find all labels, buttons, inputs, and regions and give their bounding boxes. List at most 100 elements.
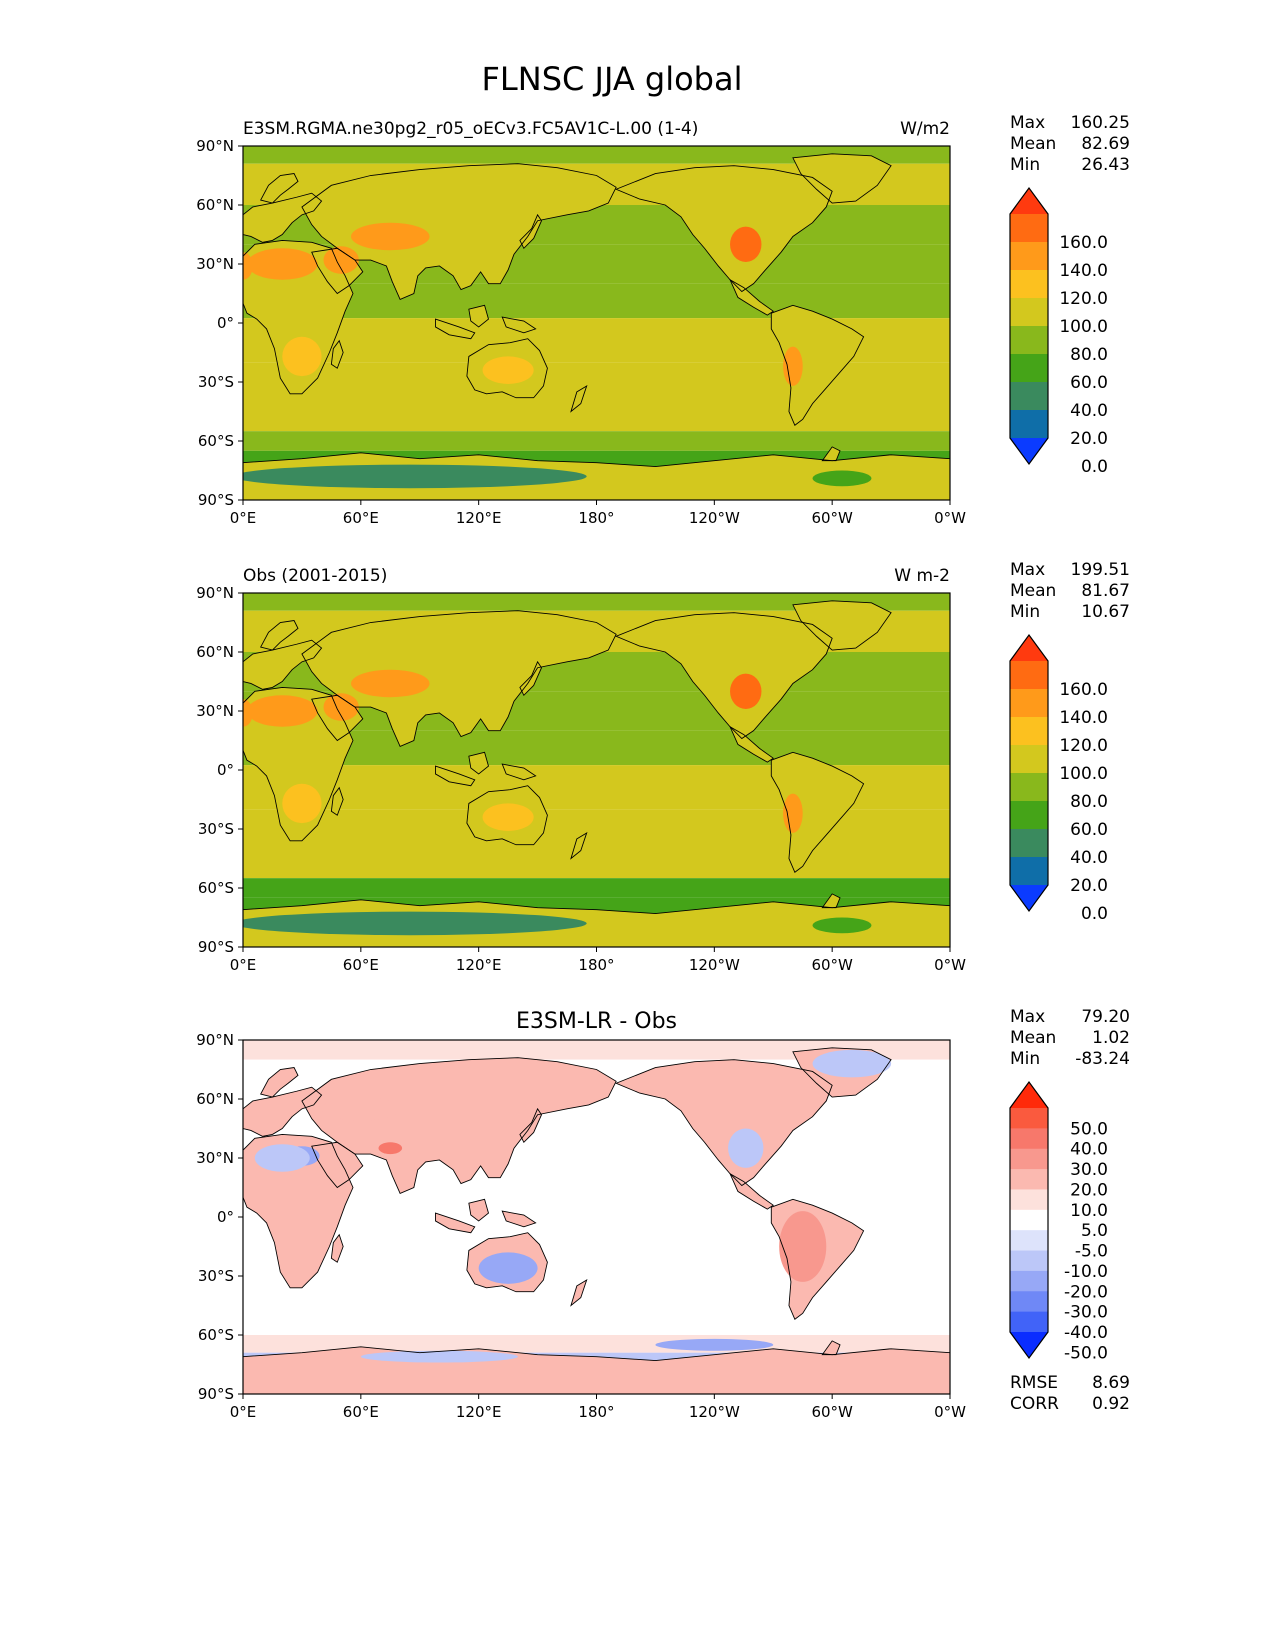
colorbar-tick-label: -30.0 bbox=[1064, 1303, 1108, 1323]
x-tick-label: 180° bbox=[578, 509, 614, 527]
colorbar-tick-label: 100.0 bbox=[1059, 764, 1108, 784]
colorbar-tick-label: 30.0 bbox=[1070, 1160, 1108, 1180]
y-tick-label: 0° bbox=[217, 761, 234, 779]
colorbar-tick-label: 120.0 bbox=[1059, 289, 1108, 309]
colorbar-tick-label: 140.0 bbox=[1059, 708, 1108, 728]
stat-label: Min bbox=[1010, 155, 1040, 175]
colorbar-tick-label: 80.0 bbox=[1070, 345, 1108, 365]
colorbar-tick-label: 20.0 bbox=[1070, 1180, 1108, 1200]
x-tick-label: 0°E bbox=[230, 1403, 257, 1421]
colorbar-tick-label: 40.0 bbox=[1070, 848, 1108, 868]
field-layer bbox=[243, 593, 950, 947]
panel-2: Obs (2001-2015) W m-2 90°N 60°N 30°N 0° 30°S 60… bbox=[196, 560, 1130, 974]
y-tick-label: 30°N bbox=[196, 255, 234, 273]
x-tick-label: 0°W bbox=[934, 1403, 966, 1421]
colorbar-tick-label: 20.0 bbox=[1070, 876, 1108, 896]
colorbar-tick-label: 160.0 bbox=[1059, 233, 1108, 253]
panel-3: E3SM-LR - Obs90°N60°N30°N0°30°S60°S90°S0… bbox=[196, 1007, 1130, 1421]
y-tick-label: 90°N bbox=[196, 1031, 234, 1049]
panel-1: E3SM.RGMA.ne30pg2_r05_oECv3.FC5AV1C-L.00… bbox=[196, 113, 1130, 527]
stat-value: 10.67 bbox=[1081, 602, 1130, 622]
x-tick-label: 120°E bbox=[456, 1403, 502, 1421]
stat-value: 199.51 bbox=[1071, 560, 1130, 580]
y-tick-label: 0° bbox=[217, 1208, 234, 1226]
colorbar-tick-label: 5.0 bbox=[1081, 1221, 1108, 1241]
colorbar-tick-label: -20.0 bbox=[1064, 1282, 1108, 1302]
colorbar: 160.0 140.0 120.0 100.0 80.0 60.0 40.0 20.0 0.0 bbox=[1009, 186, 1108, 477]
x-tick-label: 60°W bbox=[811, 1403, 853, 1421]
y-tick-label: 90°S bbox=[198, 1385, 234, 1403]
colorbar-tick-label: 60.0 bbox=[1070, 820, 1108, 840]
x-tick-label: 60°W bbox=[811, 956, 853, 974]
x-tick-label: 120°E bbox=[456, 509, 502, 527]
y-tick-label: 90°S bbox=[198, 938, 234, 956]
x-tick-label: 120°E bbox=[456, 956, 502, 974]
stat-value: 1.02 bbox=[1092, 1028, 1130, 1048]
panels: E3SM.RGMA.ne30pg2_r05_oECv3.FC5AV1C-L.00… bbox=[196, 113, 1130, 1421]
stat-label: Mean bbox=[1010, 1028, 1056, 1048]
x-tick-label: 60°E bbox=[343, 509, 379, 527]
stat-value: 82.69 bbox=[1081, 134, 1130, 154]
figure-title: FLNSC JJA global bbox=[482, 60, 743, 98]
y-tick-label: 90°S bbox=[198, 491, 234, 509]
y-tick-label: 90°N bbox=[196, 137, 234, 155]
y-tick-label: 30°S bbox=[198, 820, 234, 838]
x-tick-label: 60°E bbox=[343, 956, 379, 974]
colorbar-tick-label: 0.0 bbox=[1081, 904, 1108, 924]
x-tick-label: 180° bbox=[578, 956, 614, 974]
colorbar-tick-label: 60.0 bbox=[1070, 373, 1108, 393]
stat-label: Max bbox=[1010, 560, 1045, 580]
stat-label: Max bbox=[1010, 1007, 1045, 1027]
panel-center-title: E3SM-LR - Obs bbox=[516, 1009, 677, 1034]
x-tick-label: 60°W bbox=[811, 509, 853, 527]
x-tick-label: 0°W bbox=[934, 956, 966, 974]
colorbar-tick-label: 160.0 bbox=[1059, 680, 1108, 700]
colorbar-tick-label: 140.0 bbox=[1059, 261, 1108, 281]
colorbar-tick-label: 80.0 bbox=[1070, 792, 1108, 812]
colorbar-tick-label: 100.0 bbox=[1059, 317, 1108, 337]
stat-value: 0.92 bbox=[1092, 1394, 1130, 1414]
y-tick-label: 30°N bbox=[196, 702, 234, 720]
stat-value: 160.25 bbox=[1071, 113, 1130, 133]
colorbar-tick-label: 20.0 bbox=[1070, 429, 1108, 449]
colorbar-tick-label: -50.0 bbox=[1064, 1343, 1108, 1363]
colorbar-tick-label: 10.0 bbox=[1070, 1201, 1108, 1221]
y-tick-label: 30°S bbox=[198, 373, 234, 391]
map-area bbox=[243, 1040, 950, 1394]
y-tick-label: 60°N bbox=[196, 196, 234, 214]
x-tick-label: 0°W bbox=[934, 509, 966, 527]
y-tick-label: 30°N bbox=[196, 1149, 234, 1167]
colorbar: 160.0 140.0 120.0 100.0 80.0 60.0 40.0 20.0 0.0 bbox=[1009, 633, 1108, 924]
colorbar-tick-label: -40.0 bbox=[1064, 1323, 1108, 1343]
x-tick-label: 60°E bbox=[343, 1403, 379, 1421]
map-area bbox=[243, 146, 950, 500]
x-tick-label: 120°W bbox=[689, 1403, 740, 1421]
colorbar-tick-label: -5.0 bbox=[1075, 1242, 1108, 1262]
y-tick-label: 30°S bbox=[198, 1267, 234, 1285]
x-tick-label: 120°W bbox=[689, 509, 740, 527]
colorbar-tick-label: -10.0 bbox=[1064, 1262, 1108, 1282]
y-tick-label: 60°S bbox=[198, 432, 234, 450]
y-tick-label: 60°S bbox=[198, 879, 234, 897]
stat-label: CORR bbox=[1010, 1394, 1059, 1414]
map-area bbox=[243, 593, 950, 947]
stat-label: Mean bbox=[1010, 134, 1056, 154]
colorbar-tick-label: 120.0 bbox=[1059, 736, 1108, 756]
stat-value: 26.43 bbox=[1081, 155, 1130, 175]
colorbar-tick-label: 0.0 bbox=[1081, 457, 1108, 477]
stat-label: Mean bbox=[1010, 581, 1056, 601]
x-tick-label: 0°E bbox=[230, 956, 257, 974]
stat-label: Min bbox=[1010, 1049, 1040, 1069]
colorbar-tick-label: 40.0 bbox=[1070, 401, 1108, 421]
field-layer bbox=[243, 1040, 950, 1394]
y-tick-label: 90°N bbox=[196, 584, 234, 602]
colorbar-tick-label: 40.0 bbox=[1070, 1140, 1108, 1160]
stat-label: Min bbox=[1010, 602, 1040, 622]
colorbar: 50.040.030.020.010.05.0-5.0-10.0-20.0-30… bbox=[1009, 1080, 1108, 1363]
x-tick-label: 180° bbox=[578, 1403, 614, 1421]
y-tick-label: 60°N bbox=[196, 643, 234, 661]
stat-value: 8.69 bbox=[1092, 1373, 1130, 1393]
stat-value: 79.20 bbox=[1081, 1007, 1130, 1027]
panel-units: W m-2 bbox=[894, 566, 950, 586]
